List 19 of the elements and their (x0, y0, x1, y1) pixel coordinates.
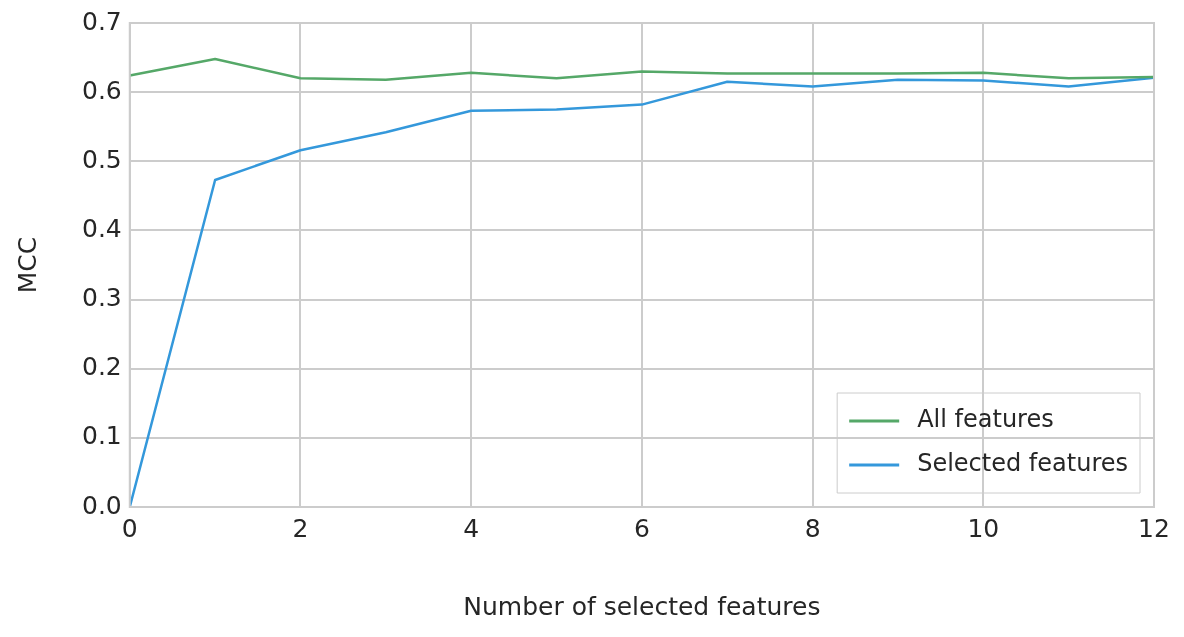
x-tick-label: 4 (463, 513, 480, 543)
x-tick-label: 2 (292, 513, 309, 543)
y-tick-label: 0.0 (81, 490, 122, 520)
legend-label: All features (917, 405, 1054, 434)
y-tick-label: 0.4 (81, 213, 122, 243)
x-tick-label: 0 (121, 513, 138, 543)
y-axis-title: MCC (12, 236, 42, 294)
y-tick-label: 0.3 (81, 283, 122, 313)
y-tick-label: 0.1 (81, 421, 122, 451)
x-tick-label: 6 (633, 513, 650, 543)
y-tick-label: 0.6 (81, 75, 122, 105)
x-tick-label: 12 (1138, 513, 1170, 543)
y-tick-label: 0.5 (81, 144, 122, 174)
x-tick-label: 8 (804, 513, 821, 543)
y-tick-label: 0.2 (81, 352, 122, 382)
y-tick-label: 0.7 (81, 6, 122, 36)
legend-label: Selected features (917, 449, 1129, 478)
x-axis-title: Number of selected features (463, 591, 821, 621)
x-tick-label: 10 (967, 513, 1000, 543)
